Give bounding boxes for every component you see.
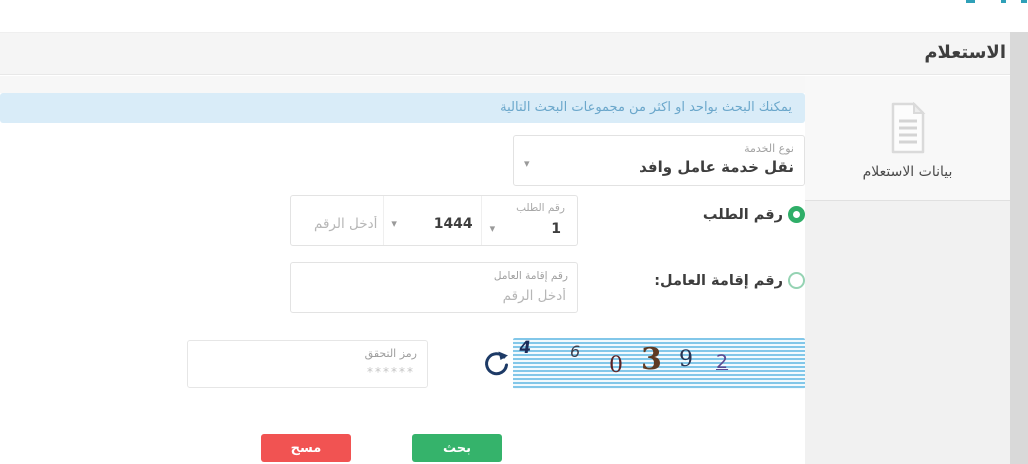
chevron-down-icon xyxy=(524,158,530,169)
iqama-field-label: رقم إقامة العامل xyxy=(493,270,568,282)
page-title: الاستعلام xyxy=(924,42,1006,63)
clear-button[interactable]: مسح xyxy=(261,434,351,462)
request-number-radio-label: رقم الطلب xyxy=(702,207,783,223)
page-header: الاستعلام xyxy=(0,32,1028,75)
search-button[interactable]: بحث xyxy=(412,434,502,462)
refresh-icon[interactable] xyxy=(482,350,510,378)
scrollbar-track[interactable] xyxy=(1010,32,1028,464)
clipped-nav-text xyxy=(1001,0,1006,3)
header-substrip xyxy=(0,76,805,93)
captcha-input[interactable] xyxy=(193,364,417,380)
request-serial-select[interactable]: رقم الطلب 1 xyxy=(482,196,577,245)
chevron-down-icon xyxy=(391,218,397,229)
clipped-nav-text xyxy=(966,0,975,3)
captcha-label: رمز التحقق xyxy=(364,347,417,360)
iqama-number-input[interactable] xyxy=(294,287,568,305)
service-type-value: نقل خدمة عامل وافد xyxy=(639,158,794,176)
sidebar-item-inquiry-data[interactable]: بيانات الاستعلام xyxy=(805,76,1010,201)
clipped-nav-text xyxy=(1021,0,1027,3)
captcha-field: رمز التحقق xyxy=(187,340,428,388)
document-icon xyxy=(891,101,925,154)
chevron-down-icon xyxy=(490,223,496,234)
request-number-radio[interactable] xyxy=(788,206,805,223)
request-year-select[interactable]: 1444 xyxy=(383,196,482,245)
request-number-input-section xyxy=(291,196,383,245)
request-year-value: 1444 xyxy=(433,216,473,232)
service-type-select[interactable]: نوع الخدمة نقل خدمة عامل وافد xyxy=(513,135,805,186)
request-serial-value: 1 xyxy=(551,221,561,237)
iqama-number-field: رقم إقامة العامل xyxy=(290,262,578,313)
iqama-number-radio[interactable] xyxy=(788,272,805,289)
sidebar-item-label: بيانات الاستعلام xyxy=(862,164,953,180)
request-number-input[interactable] xyxy=(291,215,380,233)
request-number-group: 1444 رقم الطلب 1 xyxy=(290,195,578,246)
info-banner: يمكنك البحث بواحد او اكثر من مجموعات الب… xyxy=(0,93,805,123)
iqama-number-radio-label: رقم إقامة العامل: xyxy=(654,273,783,289)
request-serial-label: رقم الطلب xyxy=(516,202,565,214)
service-type-label: نوع الخدمة xyxy=(744,142,794,155)
steps-sidebar: بيانات الاستعلام xyxy=(805,76,1010,464)
